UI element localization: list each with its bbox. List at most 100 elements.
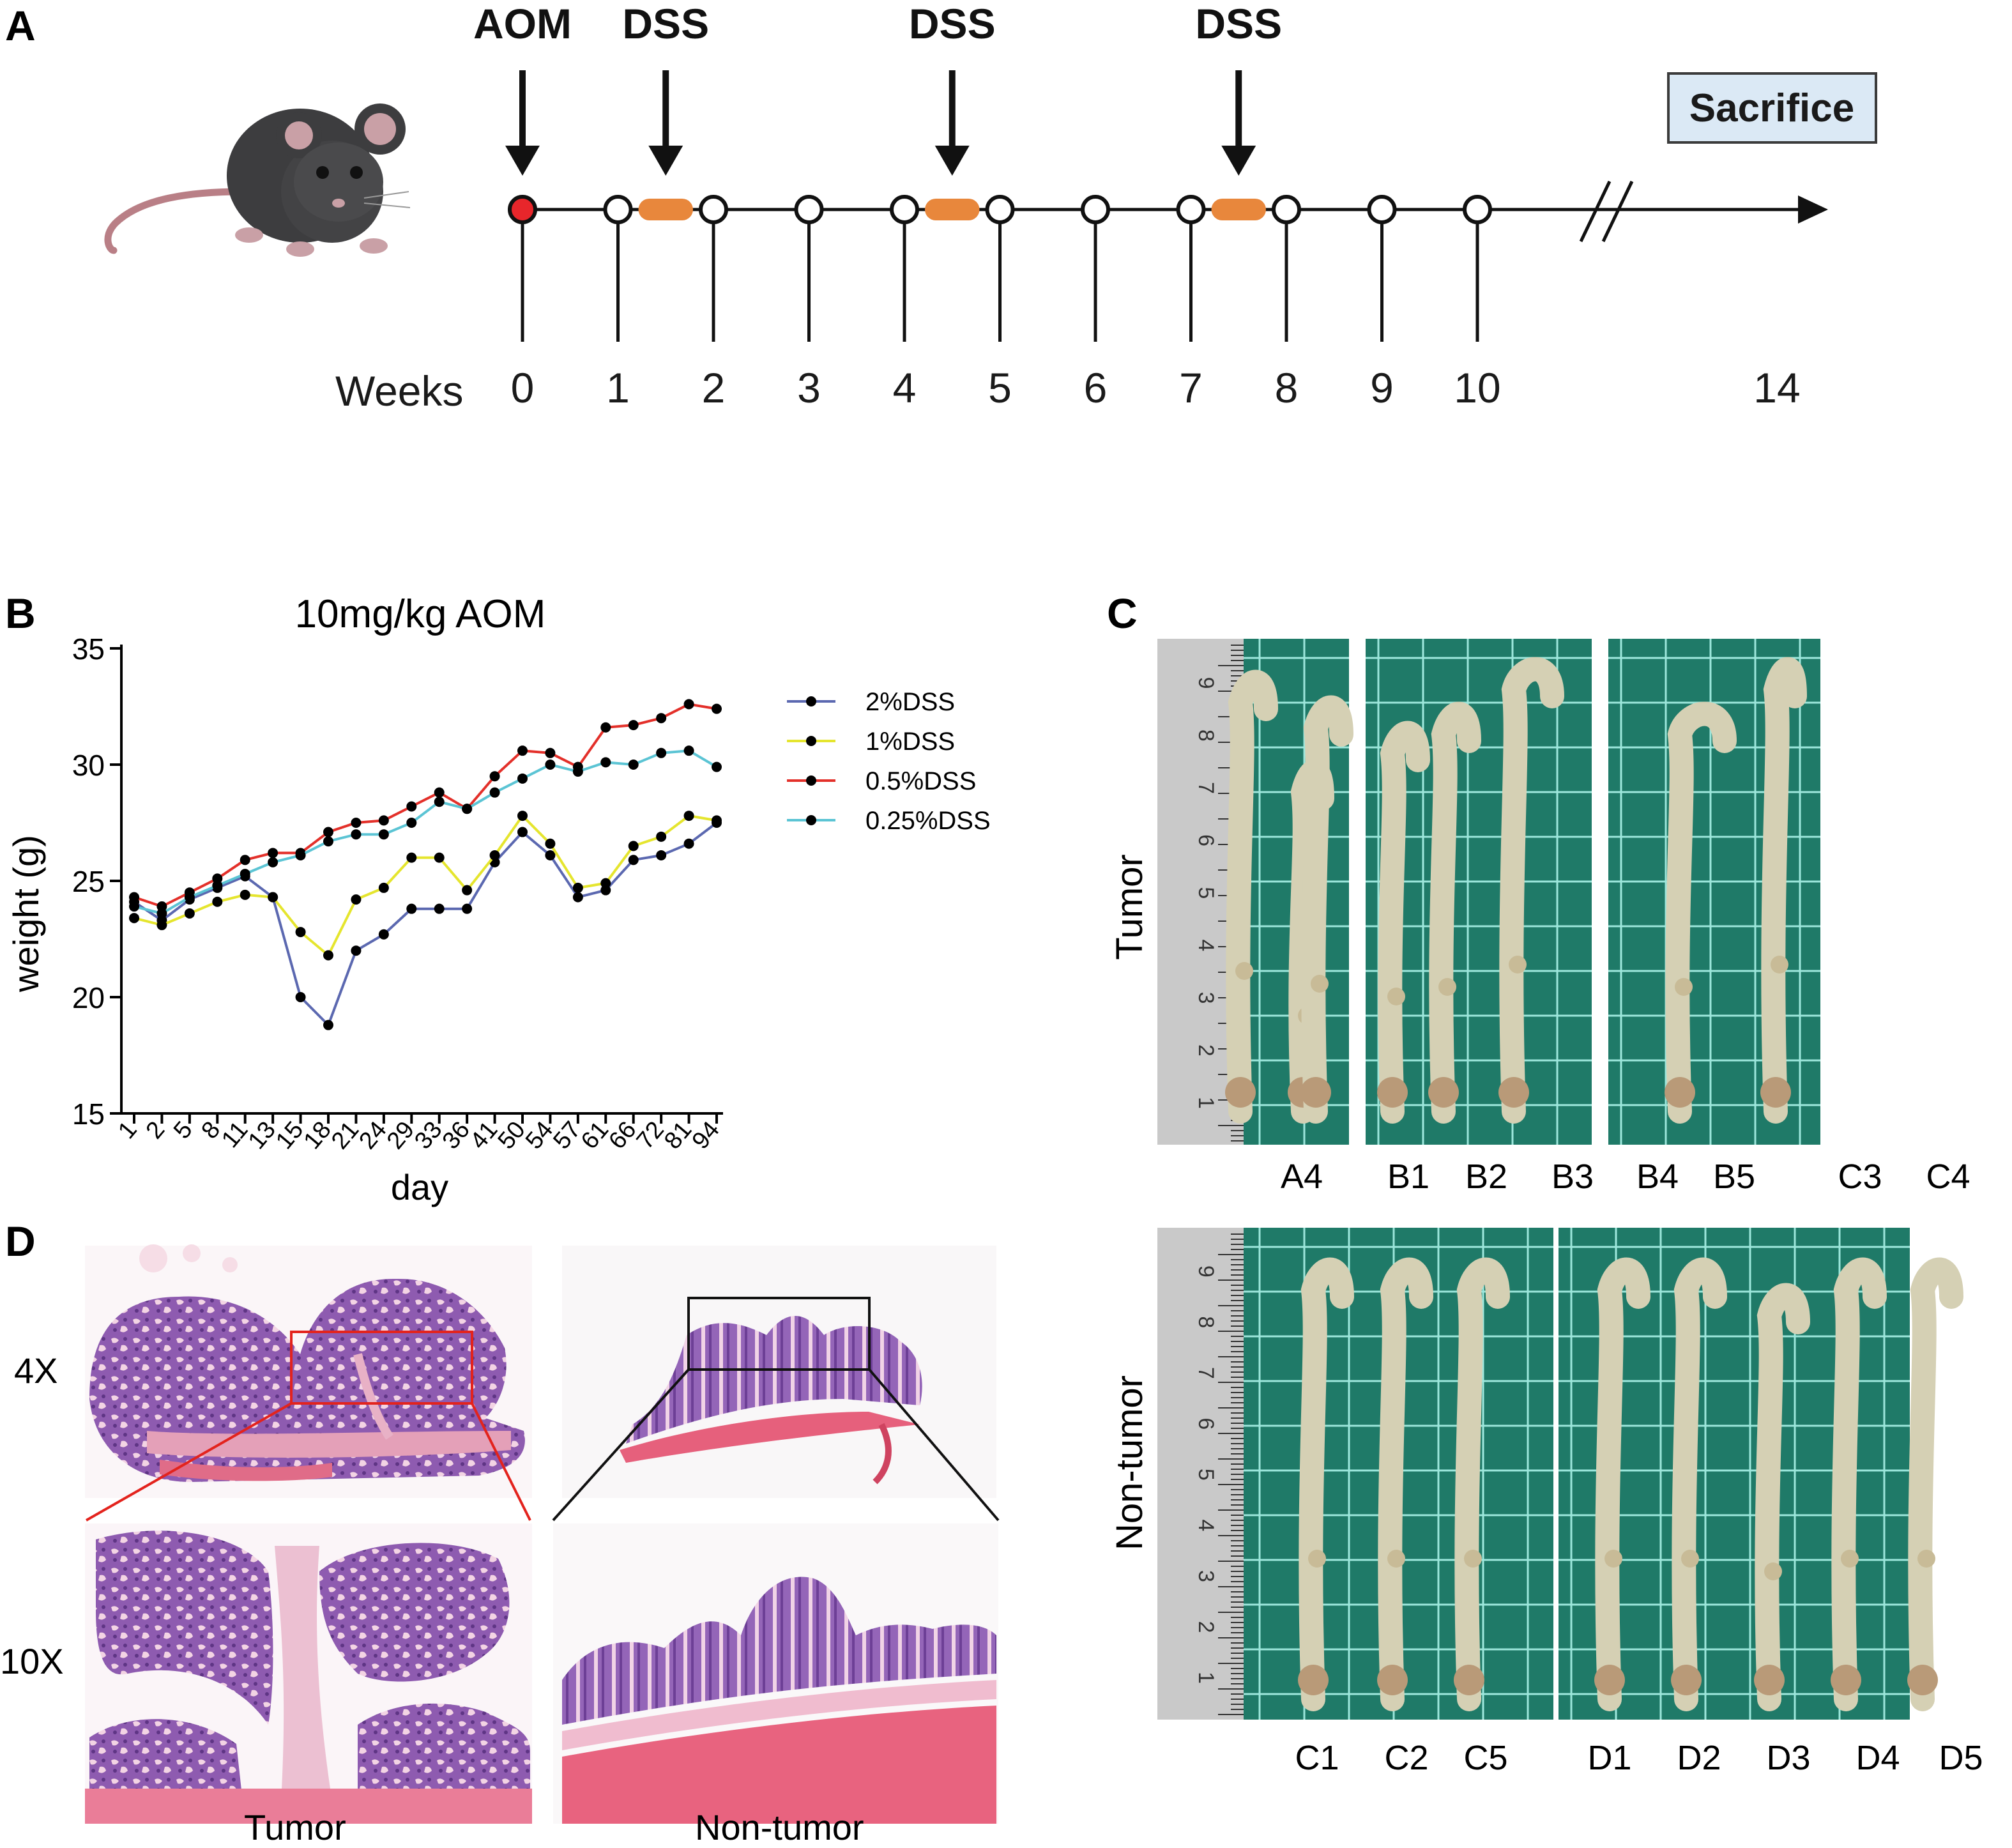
data-point [434,852,445,863]
week-marker-dot [603,195,633,224]
week-marker-dot [1272,195,1301,224]
data-point [212,896,223,907]
injection-arrow-head [1221,146,1256,176]
tumor-zoom-line-left [86,1402,292,1522]
data-point [406,903,417,914]
data-point [628,841,639,851]
rectal-end [1498,1077,1529,1108]
tumor-nodule [1917,1550,1935,1568]
tumor-nodule [1438,978,1456,996]
ruler-number: 9 [1194,677,1218,689]
data-point [462,885,473,896]
nontumor-sample-label: D4 [1856,1739,1900,1777]
data-point [378,829,389,840]
rectal-end [1454,1665,1484,1695]
series-line-1%DSS [133,813,717,958]
dss-cycle-label: DSS [909,0,996,47]
data-point [462,804,473,814]
tumor-zoom-box [290,1331,473,1405]
data-point [351,894,362,905]
data-point [295,927,306,938]
tumor-nodule [1308,1550,1326,1568]
tumor-10x-image [85,1523,532,1824]
ruler-number: 9 [1194,1265,1218,1278]
data-point [517,811,528,821]
data-point [240,855,250,866]
ruler-number: 2 [1194,1621,1218,1633]
data-point [434,787,445,798]
dss-cycle-label: DSS [1195,0,1282,47]
data-point [434,903,445,914]
legend-swatch-marker [806,775,816,786]
mag-4x-label: 4X [14,1350,58,1391]
data-point [184,892,195,903]
y-tick-label: 20 [72,981,105,1014]
nontumor-photo-a: 1 2 3 4 5 6 7 8 9 [1157,1228,1553,1720]
ruler-number: 4 [1194,939,1218,951]
data-point [572,882,583,893]
injection-arrow-head [934,146,970,176]
tumor-nodule [1311,975,1329,993]
timeline-panel: 0 1 2 3 4 5 6 7 8 9 10 14 AOM DSS DSS DSS Sacrifice Wee… [104,0,1877,415]
axis-break-mark [1579,180,1612,243]
data-point [351,945,362,956]
week-marker-dot [890,195,919,224]
colon-photo-panel: Tumor Non-tumor 1 2 3 4 5 6 7 8 9 1 2 3 4 5 6 7 8 9 A4 B1… [1109,639,1983,1777]
data-point [156,908,167,919]
y-tick-label: 15 [72,1097,105,1131]
tumor-photo-c [1608,639,1820,1145]
data-point [378,815,389,826]
week-tick-label: 2 [702,364,726,411]
data-point [406,801,417,812]
week-tick-label: 7 [1179,364,1203,411]
data-point [517,773,528,784]
rectal-end [1671,1665,1702,1695]
dss-treatment-bar-1 [638,199,693,220]
tumor-nodule [1841,1550,1859,1568]
histology-nontumor-caption: Non-tumor [695,1807,864,1847]
injection-arrow-head [505,146,540,176]
nontumor-zoom-line-right [868,1368,1000,1522]
x-tick-label: 1 [113,1117,142,1144]
week-marker-dot [794,195,824,224]
tumor-4x-image [85,1244,532,1498]
aom-injection-label: AOM [473,0,572,47]
nontumor-sample-label: C5 [1463,1739,1507,1777]
ruler-number: 8 [1194,729,1218,742]
week-marker-dot [1463,195,1492,224]
week-tick-label: 0 [511,364,535,411]
tumor-nodule [1235,962,1253,980]
weight-line-chart: 10mg/kg AOM weight (g) day 1520253035125… [6,592,991,1207]
sacrifice-box [1667,72,1877,144]
data-point [656,713,667,724]
nontumor-10x-image [553,1523,998,1824]
data-point [600,878,611,889]
week-tick-label: 10 [1454,364,1500,411]
aom-injection-dot [508,195,537,224]
tumor-sample-label: B4 [1636,1157,1679,1196]
legend-entry-label: 0.5%DSS [865,767,976,795]
tumor-nodule [1764,1562,1782,1580]
chart-title: 10mg/kg AOM [295,592,546,636]
panel-label-a: A [5,2,36,49]
tumor-sample-label: C3 [1838,1157,1882,1196]
ruler-number: 7 [1194,782,1218,794]
histology-panel: 4X 10X [0,1244,1000,1824]
data-point [628,855,639,866]
week-tick-label: 1 [606,364,630,411]
data-point [378,929,389,940]
data-point [656,747,667,758]
tumor-nodule [1675,978,1693,996]
tumor-sample-label: B3 [1551,1157,1594,1196]
week-tick-label: 3 [797,364,821,411]
tumor-sample-label: B5 [1713,1157,1755,1196]
legend-entry-label: 2%DSS [865,688,955,716]
panel-label-b: B [5,590,36,637]
y-tick-label: 35 [72,632,105,666]
data-point [323,950,333,961]
ruler-number: 5 [1194,1469,1218,1481]
timeline-arrowhead [1798,195,1828,224]
data-point [656,850,667,860]
data-point [212,880,223,891]
tumor-row-label: Tumor [1109,854,1150,959]
